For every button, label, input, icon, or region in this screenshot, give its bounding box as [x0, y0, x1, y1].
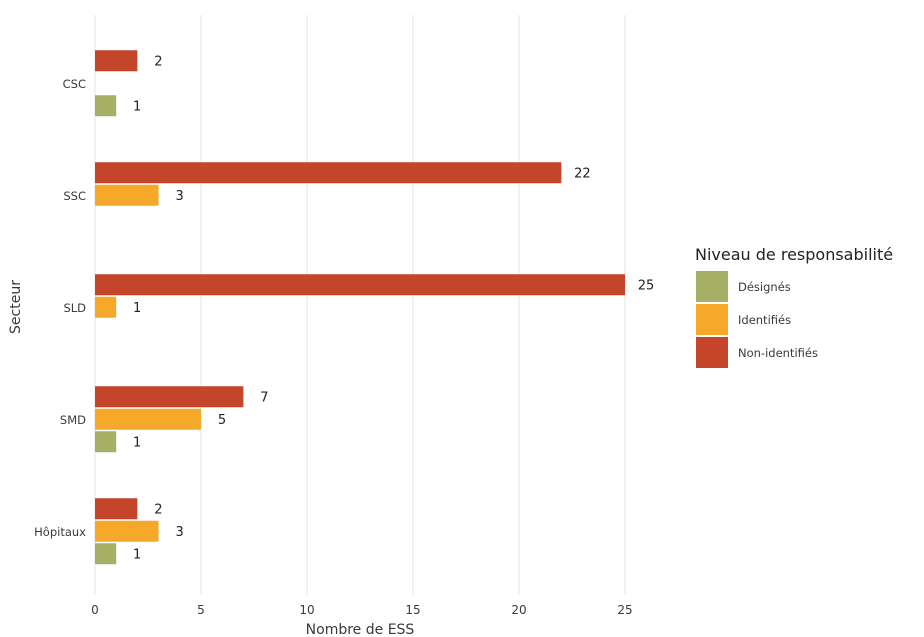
data-label: 1 — [133, 99, 141, 114]
data-label: 25 — [638, 278, 655, 293]
bar — [95, 431, 117, 453]
legend-label: Désignés — [738, 280, 791, 294]
legend-swatch — [696, 304, 728, 335]
x-tick-label: 10 — [299, 603, 314, 617]
x-tick-label: 25 — [617, 603, 632, 617]
category-label: SLD — [63, 301, 86, 315]
data-label: 1 — [133, 435, 141, 450]
category-label: CSC — [63, 77, 86, 91]
legend-title: Niveau de responsabilité — [695, 245, 893, 264]
bar — [95, 386, 244, 408]
category-label: Hôpitaux — [34, 525, 86, 539]
bar — [95, 408, 201, 430]
bar — [95, 543, 117, 565]
data-label: 22 — [574, 166, 591, 181]
data-label: 2 — [154, 502, 162, 517]
data-label: 2 — [154, 54, 162, 69]
category-label: SMD — [60, 413, 86, 427]
data-label: 3 — [175, 189, 183, 204]
data-label: 1 — [133, 547, 141, 562]
x-tick-label: 5 — [197, 603, 205, 617]
x-tick-label: 15 — [405, 603, 420, 617]
data-label: 7 — [260, 390, 268, 405]
bar — [95, 50, 138, 72]
data-label: 5 — [218, 413, 226, 428]
x-tick-label: 20 — [511, 603, 526, 617]
data-label: 3 — [175, 525, 183, 540]
x-tick-labels: 0 5 10 15 20 25 — [91, 603, 632, 617]
y-category-labels: CSC SSC SLD SMD Hôpitaux — [34, 77, 86, 539]
bar — [95, 520, 159, 542]
bar — [95, 162, 562, 184]
bar — [95, 184, 159, 206]
y-axis-title: Secteur — [8, 280, 24, 334]
x-axis-title: Nombre de ESS — [306, 622, 415, 637]
category-label: SSC — [63, 189, 86, 203]
bar — [95, 296, 117, 318]
legend-swatch — [696, 271, 728, 302]
legend-label: Identifiés — [738, 313, 791, 327]
legend-label: Non-identifiés — [738, 346, 818, 360]
legend-swatch — [696, 337, 728, 368]
bar — [95, 95, 117, 117]
x-tick-label: 0 — [91, 603, 99, 617]
data-label: 1 — [133, 301, 141, 316]
bar — [95, 274, 625, 296]
grid-lines — [94, 15, 626, 595]
legend: Niveau de responsabilité Désignés Identif… — [695, 245, 893, 368]
bar — [95, 498, 138, 520]
bars — [95, 50, 625, 565]
